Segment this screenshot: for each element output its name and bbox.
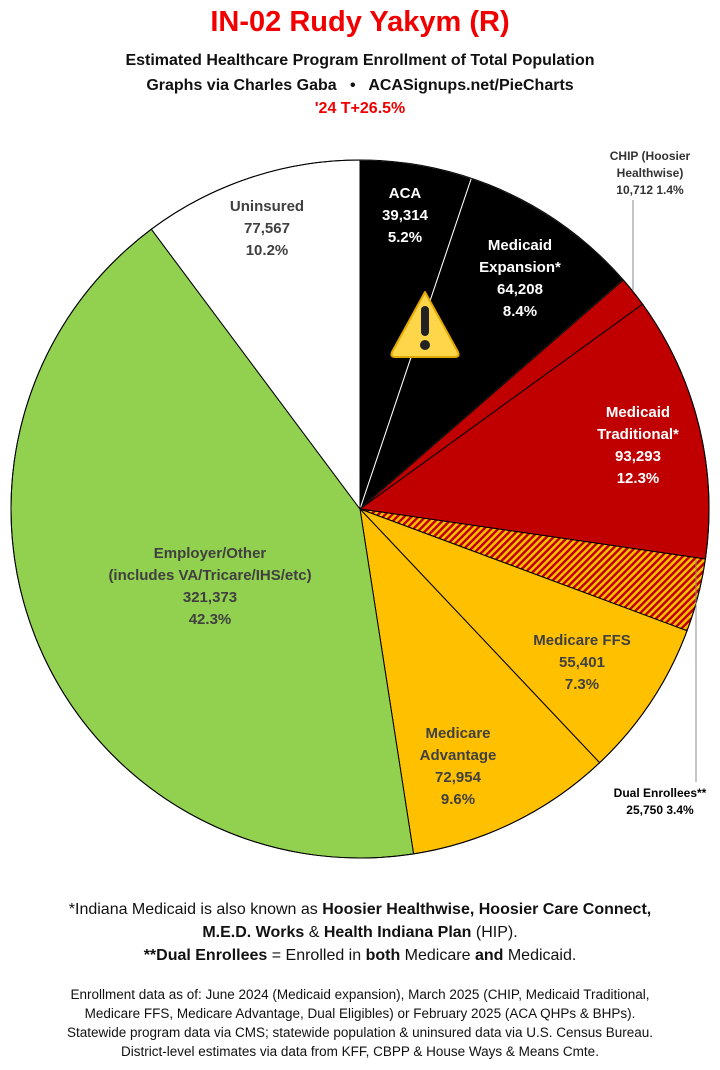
slice-label-line: 55,401 <box>559 654 605 671</box>
slice-label-line: ACA <box>388 185 422 202</box>
slice-label-line: 321,373 <box>182 589 238 606</box>
note-text: *Indiana Medicaid is also known as <box>68 901 323 918</box>
warning-icon <box>390 291 460 358</box>
source-line: Enrollment data as of: June 2024 (Medica… <box>70 987 650 1002</box>
slice-label-line: Medicaid <box>605 404 671 421</box>
slice-label: ACA 39,314 5.2% <box>382 183 428 249</box>
slice-label: Employer/Other (includes VA/Tricare/IHS/e… <box>108 543 311 631</box>
pvi-label: '24 T+26.5% <box>314 100 406 117</box>
slice-label-line: 10,712 1.4% <box>616 183 684 197</box>
slice-label-line: 77,567 <box>244 220 290 237</box>
slice-label-line: Dual Enrollees** <box>613 786 707 800</box>
slice-label-line: 42.3% <box>188 611 232 628</box>
slice-label-line: 72,954 <box>435 769 481 786</box>
note-text: Medicaid. <box>503 947 577 964</box>
slice-label-line: 93,293 <box>615 448 661 465</box>
slice-label-line: 64,208 <box>497 281 543 298</box>
note-bold: and <box>474 947 504 964</box>
slice-label: Medicaid Expansion* 64,208 8.4% <box>479 235 561 323</box>
slice-label-line: CHIP (Hoosier <box>609 149 691 163</box>
slice-label-line: (includes VA/Tricare/IHS/etc) <box>108 567 312 584</box>
chart-credit: Graphs via Charles Gaba • ACASignups.net… <box>146 77 574 94</box>
slice-label-line: 5.2% <box>387 229 423 246</box>
note-text: & <box>304 924 324 941</box>
slice-label-line: 12.3% <box>616 470 660 487</box>
slice-label: CHIP (Hoosier Healthwise) 10,712 1.4% <box>610 148 690 199</box>
slice-label-line: 25,750 3.4% <box>626 803 694 817</box>
slice-label: Uninsured 77,567 10.2% <box>230 196 304 262</box>
slice-label-line: Medicare FFS <box>533 632 631 649</box>
slice-label: Dual Enrollees** 25,750 3.4% <box>614 785 707 819</box>
slice-label-line: Medicaid <box>487 237 553 254</box>
source-line: District-level estimates via data from K… <box>121 1044 599 1059</box>
sources: Enrollment data as of: June 2024 (Medica… <box>0 985 720 1061</box>
chart-subtitle: Estimated Healthcare Program Enrollment … <box>125 52 595 69</box>
slice-label-line: 9.6% <box>440 791 476 808</box>
note-bold: M.E.D. Works <box>202 924 305 941</box>
slice-label-line: Uninsured <box>229 198 305 215</box>
slice-label-line: 39,314 <box>382 207 428 224</box>
note-bold: Hoosier Healthwise, Hoosier Care Connect… <box>322 901 652 918</box>
slice-label-line: 8.4% <box>502 303 538 320</box>
chart-title: IN-02 Rudy Yakym (R) <box>210 6 510 38</box>
pie-outline <box>10 159 710 859</box>
slice-label-line: Traditional* <box>597 426 679 443</box>
slice-label-line: 10.2% <box>245 242 289 259</box>
source-line: Medicare FFS, Medicare Advantage, Dual E… <box>84 1006 636 1021</box>
slice-label-line: Advantage <box>419 747 497 764</box>
slice-label-line: 7.3% <box>564 676 600 693</box>
note-text: (HIP). <box>471 924 518 941</box>
note-text: = Enrolled in <box>267 947 366 964</box>
footnotes: *Indiana Medicaid is also known as Hoosi… <box>0 898 720 967</box>
source-line: Statewide program data via CMS; statewid… <box>66 1025 654 1040</box>
slice-label-line: Medicare <box>425 725 491 742</box>
note-bold: **Dual Enrollees <box>143 947 268 964</box>
note-bold: Health Indiana Plan <box>323 924 472 941</box>
note-text: Medicare <box>400 947 475 964</box>
slice-label: Medicaid Traditional* 93,293 12.3% <box>597 402 679 490</box>
slice-label-line: Employer/Other <box>153 545 267 562</box>
slice-label-line: Healthwise) <box>616 166 684 180</box>
note-bold: both <box>365 947 401 964</box>
slice-label-line: Expansion* <box>479 259 561 276</box>
slice-label: Medicare FFS 55,401 7.3% <box>533 630 631 696</box>
slice-label: Medicare Advantage 72,954 9.6% <box>420 723 497 811</box>
